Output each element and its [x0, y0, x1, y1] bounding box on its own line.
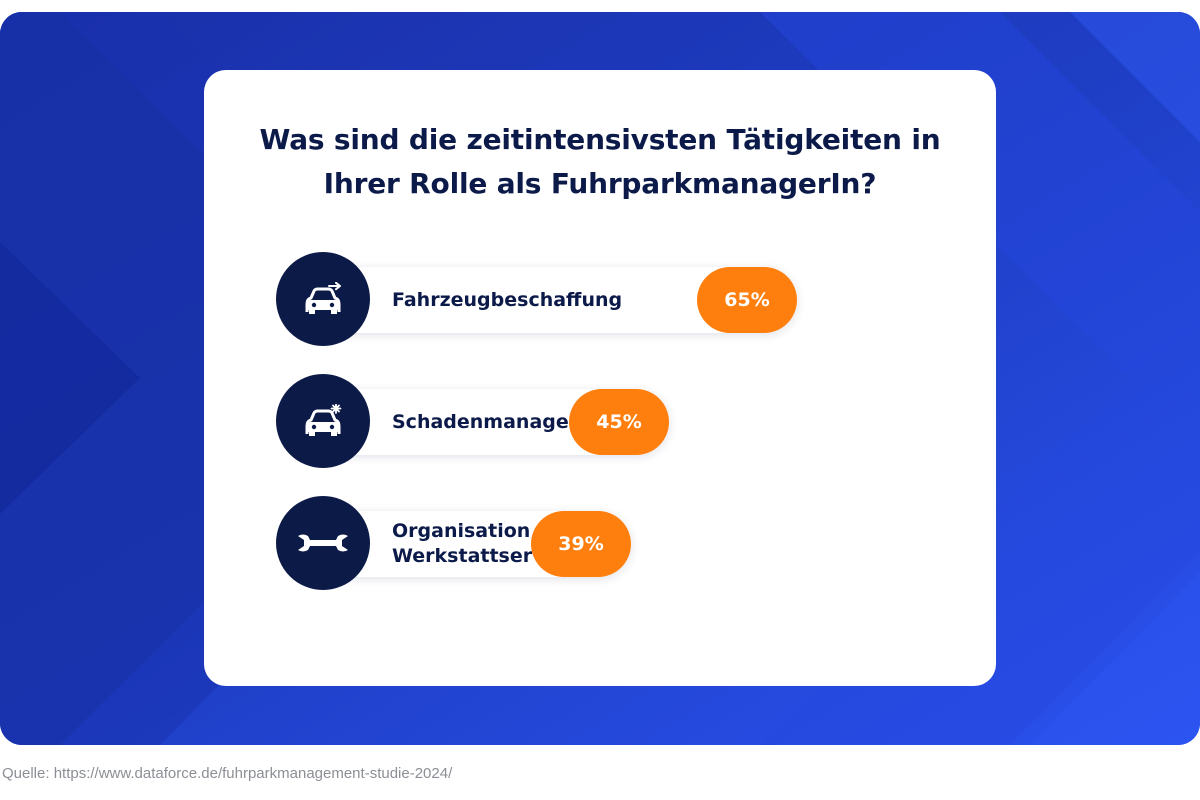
source-note: Quelle: https://www.dataforce.de/fuhrpar… [2, 765, 453, 782]
chart-card: Was sind die zeitintensivsten Tätigkeite… [204, 70, 996, 686]
bar-value-badge: 39% [531, 511, 631, 577]
bar-label: Fahrzeugbeschaffung [392, 288, 623, 311]
car-damage-icon [276, 374, 370, 468]
bar-row: Schadenmanagement 45% [276, 374, 669, 470]
bar-value-badge: 65% [697, 267, 797, 333]
bar-value-badge: 45% [569, 389, 669, 455]
bar-label: Schadenmanagement [392, 410, 625, 433]
bar-row: Organisation von Werkstattservices 39% [276, 496, 631, 592]
chart-title: Was sind die zeitintensivsten Tätigkeite… [259, 123, 941, 200]
bar-row: Fahrzeugbeschaffung 65% [276, 252, 797, 348]
wrench-icon [276, 496, 370, 590]
car-arrow-icon [276, 252, 370, 346]
